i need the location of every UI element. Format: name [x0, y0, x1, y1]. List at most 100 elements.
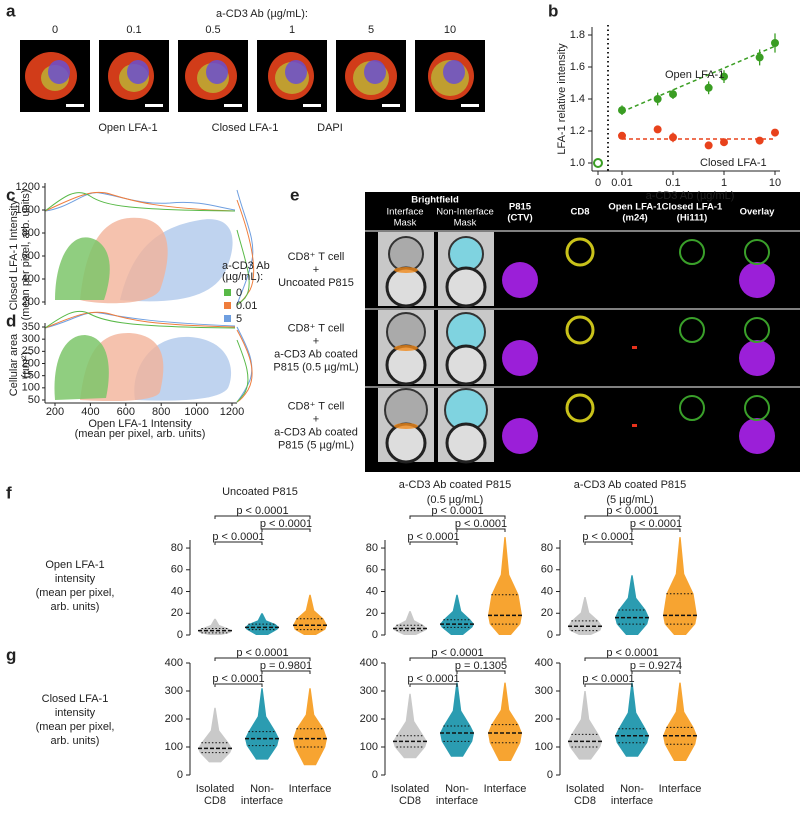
- p-value: p < 0.0001: [606, 647, 658, 659]
- cell-bottom: [445, 344, 487, 386]
- panel-title: (5 µg/mL): [606, 494, 653, 506]
- p-value: p < 0.0001: [431, 505, 483, 517]
- legend-entry: 0: [236, 287, 242, 299]
- y-axis-label: Closed LFA-1: [42, 693, 109, 705]
- significance-bracket: [214, 541, 263, 545]
- scale-bar: [382, 104, 400, 107]
- y-axis-label: arb. units): [51, 601, 100, 613]
- legend-swatch: [224, 289, 231, 296]
- panel-title: a-CD3 Ab (µg/mL):: [216, 8, 308, 20]
- group-label: CD8: [204, 795, 226, 807]
- legend-entry: 0.01: [236, 300, 257, 312]
- legend-title: (µg/mL):: [222, 271, 263, 283]
- cell-top: [388, 236, 424, 272]
- group-label: Isolated: [196, 783, 235, 795]
- overlay-p815: [739, 262, 775, 298]
- y-axis-label: arb. units): [51, 735, 100, 747]
- y-tick-label: 300: [22, 333, 40, 345]
- nucleus: [127, 60, 149, 84]
- cell-top: [448, 236, 484, 272]
- group-label: Interface: [289, 783, 332, 795]
- violin: [393, 611, 427, 635]
- legend-entry: DAPI: [317, 122, 343, 134]
- row-label: P815 (0.5 µg/mL): [273, 361, 358, 373]
- y-tick-label: 1000: [16, 204, 40, 216]
- y-tick-label: 60: [541, 564, 553, 576]
- y-tick-label: 0: [177, 769, 183, 781]
- significance-bracket: [584, 515, 681, 519]
- p-value: p < 0.0001: [431, 647, 483, 659]
- cell-bottom: [385, 266, 427, 308]
- y-tick-label: 400: [22, 273, 40, 285]
- violin: [663, 682, 697, 761]
- y-tick-label: 400: [165, 657, 183, 669]
- violin: [293, 594, 327, 635]
- p-value: p < 0.0001: [455, 518, 507, 530]
- violin: [488, 682, 522, 761]
- y-tick-label: 250: [22, 345, 40, 357]
- nucleus: [285, 60, 307, 84]
- violin: [568, 596, 602, 635]
- interface-mask: [394, 267, 418, 273]
- y-tick-label: 0: [372, 769, 378, 781]
- significance-bracket: [631, 528, 681, 532]
- x-axis-label: (mean per pixel, arb. units): [75, 428, 206, 440]
- concentration-label: 5: [368, 24, 374, 36]
- row-label: CD8⁺ T cell: [288, 322, 345, 334]
- data-point: [771, 39, 779, 47]
- column-header: Non-Interface: [436, 207, 494, 218]
- row-label: a-CD3 Ab coated: [274, 426, 358, 438]
- significance-bracket: [584, 657, 681, 661]
- violin: [440, 594, 474, 635]
- row-label: +: [313, 264, 319, 276]
- overlay-p815: [739, 340, 775, 376]
- significance-bracket: [456, 670, 506, 674]
- y-tick-label: 20: [366, 607, 378, 619]
- overlay-p815: [739, 418, 775, 454]
- p815: [502, 340, 538, 376]
- y-axis-label: intensity: [55, 707, 96, 719]
- column-header: P815: [509, 202, 532, 213]
- y-axis-label: Open LFA-1: [45, 559, 104, 571]
- y-tick-label: 200: [22, 357, 40, 369]
- p-value: p = 0.9801: [260, 660, 312, 672]
- y-tick-label: 80: [171, 542, 183, 554]
- violin: [615, 575, 649, 635]
- y-axis-label: LFA-1 relative intensity: [556, 43, 568, 155]
- y-tick-label: 0: [547, 629, 553, 641]
- closed-lfa: [679, 317, 705, 343]
- p-value: p < 0.0001: [407, 673, 459, 685]
- p-value: p = 0.1305: [455, 660, 507, 672]
- y-tick-label: 800: [22, 227, 40, 239]
- y-axis-label: intensity: [55, 573, 96, 585]
- y-tick-label: 40: [366, 585, 378, 597]
- violin: [440, 682, 474, 757]
- panel-label: a: [6, 1, 16, 20]
- density-d: [44, 310, 253, 403]
- data-point: [720, 72, 728, 81]
- significance-bracket: [584, 541, 633, 545]
- concentration-label: 0.1: [126, 24, 141, 36]
- y-tick-label: 200: [165, 713, 183, 725]
- y-tick-label: 60: [366, 564, 378, 576]
- legend-title: a-CD3 Ab: [222, 260, 270, 272]
- p-value: p < 0.0001: [260, 518, 312, 530]
- group-label: interface: [241, 795, 283, 807]
- concentration-label: 0.5: [205, 24, 220, 36]
- y-tick-label: 200: [22, 296, 40, 308]
- cell-bottom: [385, 344, 427, 386]
- x-tick-label: 400: [81, 406, 99, 418]
- legend-entry: Open LFA-1: [98, 122, 157, 134]
- column-header: (m24): [622, 213, 647, 224]
- significance-bracket: [214, 683, 263, 687]
- y-tick-label: 0: [177, 629, 183, 641]
- data-point: [704, 83, 713, 92]
- significance-bracket: [214, 657, 311, 661]
- significance-bracket: [214, 515, 311, 519]
- panel-label: d: [6, 311, 16, 330]
- significance-bracket: [456, 528, 506, 532]
- y-tick-label: 1.2: [570, 125, 585, 137]
- significance-bracket: [261, 670, 311, 674]
- x-tick-label: 200: [46, 406, 64, 418]
- y-axis-label: (µm²): [20, 352, 32, 379]
